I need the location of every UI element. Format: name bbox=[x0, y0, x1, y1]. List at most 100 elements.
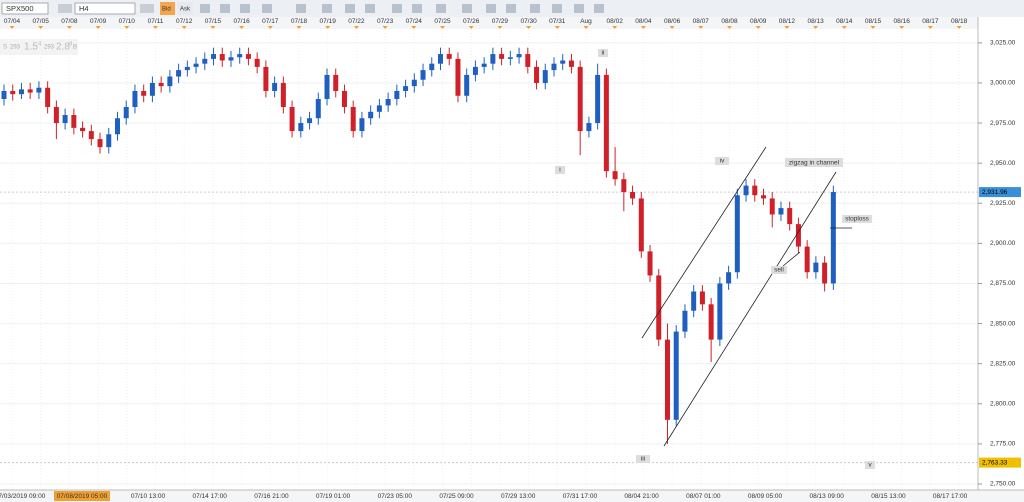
candle-body bbox=[429, 63, 435, 71]
date-label: 07/12 bbox=[176, 18, 193, 25]
date-marker bbox=[870, 26, 876, 29]
ask-button[interactable] bbox=[178, 2, 193, 15]
candle-body bbox=[228, 57, 234, 61]
date-label: 07/19 bbox=[320, 18, 337, 25]
candle-body bbox=[53, 107, 59, 124]
price-axis bbox=[978, 17, 1024, 490]
date-marker bbox=[296, 26, 302, 29]
sell-price: 1.5 bbox=[24, 42, 38, 53]
candle-body bbox=[123, 107, 129, 119]
date-label: 07/15 bbox=[205, 18, 222, 25]
quote-box bbox=[0, 39, 78, 55]
candle-body bbox=[761, 195, 767, 199]
sell-pip: 4 bbox=[38, 42, 42, 48]
candle-body bbox=[516, 54, 522, 58]
candle-body bbox=[795, 224, 801, 247]
candle-body bbox=[560, 60, 566, 64]
candle-body bbox=[394, 90, 400, 99]
date-marker bbox=[899, 26, 905, 29]
sell-tag: S bbox=[3, 45, 7, 51]
candle-body bbox=[219, 54, 225, 61]
candle-body bbox=[324, 74, 330, 99]
candle-body bbox=[586, 123, 592, 132]
candle-body bbox=[1, 90, 7, 99]
candle-body bbox=[481, 63, 487, 67]
candle-body bbox=[315, 98, 321, 119]
time-label: 08/04 21:00 bbox=[624, 493, 659, 500]
candle-body bbox=[18, 89, 24, 95]
time-label: 07/03/2019 09:00 bbox=[0, 493, 46, 500]
candle-body bbox=[595, 74, 601, 124]
time-label: 07/25 09:00 bbox=[439, 493, 474, 500]
candle-body bbox=[472, 66, 478, 75]
y-tick-label: 3,000.00 bbox=[990, 80, 1016, 87]
y-tick-label: 2,875.00 bbox=[990, 280, 1016, 287]
time-label: 07/08/2019 05:00 bbox=[57, 493, 108, 500]
candle-body bbox=[743, 185, 749, 196]
candles bbox=[1, 47, 836, 444]
date-marker bbox=[784, 26, 790, 29]
candle-body bbox=[333, 74, 339, 91]
toolbar-items: SPX500 H4 Bid Ask bbox=[1, 2, 604, 15]
candle-body bbox=[350, 107, 356, 132]
candle-body bbox=[62, 115, 68, 124]
price-marker-label: 2,931.96 bbox=[982, 189, 1008, 196]
candle-body bbox=[708, 304, 714, 340]
candle-body bbox=[36, 87, 42, 93]
candle-body bbox=[289, 107, 295, 132]
annotation: ii bbox=[602, 50, 605, 57]
date-label: 07/23 bbox=[377, 18, 394, 25]
candle-body bbox=[568, 60, 574, 67]
date-marker bbox=[38, 26, 44, 29]
quote-overlay: S 293 1.5 4 293 2.8 8 B bbox=[0, 39, 78, 55]
date-marker bbox=[727, 26, 732, 29]
candle-body bbox=[272, 82, 278, 91]
candle-body bbox=[612, 171, 618, 180]
date-marker bbox=[698, 26, 704, 29]
annotation: i bbox=[559, 167, 560, 174]
date-label: Aug bbox=[580, 18, 592, 25]
chart-type-button[interactable] bbox=[58, 4, 72, 13]
tool-button[interactable] bbox=[140, 4, 154, 13]
date-label: 08/15 bbox=[865, 18, 882, 25]
candle-body bbox=[664, 339, 670, 420]
y-tick-label: 2,750.00 bbox=[990, 481, 1016, 488]
candle-body bbox=[341, 90, 347, 108]
candle-body bbox=[132, 90, 138, 108]
candle-body bbox=[682, 310, 688, 332]
candle-body bbox=[752, 185, 758, 196]
date-label: 07/10 bbox=[119, 18, 136, 25]
y-tick-label: 2,825.00 bbox=[990, 360, 1016, 367]
candle-body bbox=[149, 82, 155, 96]
candle-body bbox=[534, 66, 540, 83]
y-tick-label: 2,850.00 bbox=[990, 320, 1016, 327]
date-marker bbox=[813, 26, 819, 29]
candle-body bbox=[699, 291, 705, 305]
time-label: 07/14 17:00 bbox=[193, 493, 228, 500]
candle-body bbox=[184, 66, 190, 71]
date-marker bbox=[95, 26, 101, 29]
candle-body bbox=[638, 198, 644, 252]
buy-pip: 8 bbox=[69, 42, 73, 48]
date-marker bbox=[927, 26, 933, 29]
date-marker bbox=[181, 26, 187, 29]
bid-button[interactable] bbox=[160, 2, 175, 15]
date-marker bbox=[353, 26, 359, 29]
time-label: 07/16 21:00 bbox=[254, 493, 289, 500]
candle-body bbox=[359, 118, 365, 132]
symbol-select[interactable] bbox=[1, 2, 49, 15]
timeframe-select[interactable] bbox=[74, 2, 136, 15]
candle-body bbox=[106, 134, 112, 148]
date-marker bbox=[239, 26, 245, 29]
candle-body bbox=[813, 262, 819, 273]
date-marker bbox=[583, 26, 589, 29]
candle-body bbox=[778, 208, 784, 215]
candle-body bbox=[647, 251, 653, 276]
candle-body bbox=[551, 63, 557, 71]
candle-body bbox=[656, 275, 662, 340]
candle-body bbox=[577, 66, 583, 132]
candle-body bbox=[630, 192, 636, 199]
candle-body bbox=[254, 58, 260, 67]
tool-icons[interactable] bbox=[200, 4, 604, 13]
